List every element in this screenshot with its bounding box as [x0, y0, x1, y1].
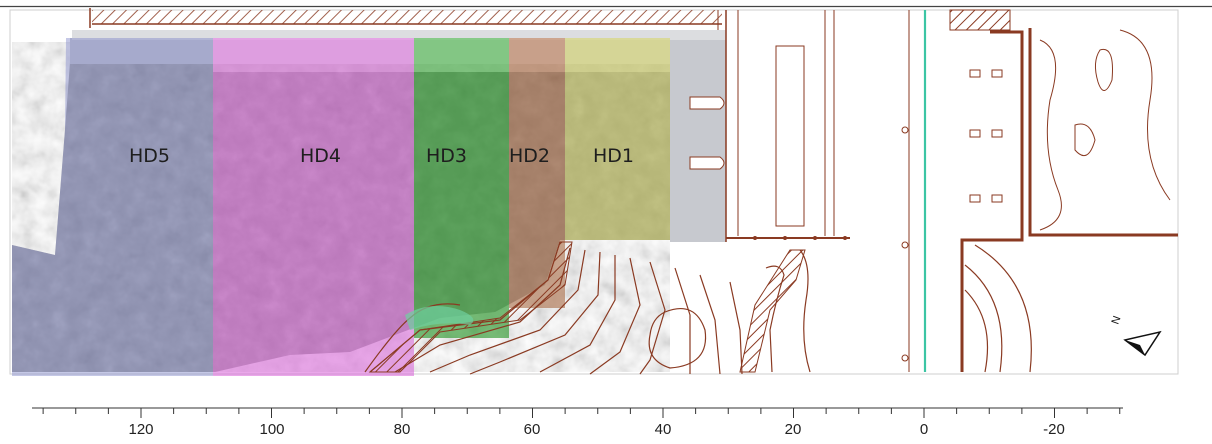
zone-label-hd3: HD3	[426, 145, 467, 167]
scale-label-20: 20	[785, 421, 802, 438]
zone-label-hd4: HD4	[300, 145, 341, 167]
zone-overlays	[12, 38, 670, 376]
zone-hd5	[12, 38, 213, 376]
scale-label-0: 0	[920, 421, 928, 438]
dam-crest	[89, 8, 722, 28]
zone-label-hd2: HD2	[509, 145, 550, 167]
north-arrow-icon: N	[1110, 314, 1162, 357]
zone-label-hd5: HD5	[129, 145, 170, 167]
scale-label-120: 120	[128, 421, 153, 438]
scale-label-neg20: -20	[1043, 421, 1065, 438]
scale-label-60: 60	[524, 421, 541, 438]
embankment-hatch	[368, 241, 573, 373]
zone-label-hd1: HD1	[593, 145, 634, 167]
north-arrow-letter: N	[1110, 314, 1124, 326]
zone-hd4	[213, 38, 414, 376]
right-structures	[949, 9, 1179, 374]
spillway-structures	[689, 10, 850, 242]
scale-label-100: 100	[259, 421, 284, 438]
scale-bar: 120 100 80 60 40 20 0 -20	[32, 407, 1123, 438]
scale-label-80: 80	[394, 421, 411, 438]
scale-label-40: 40	[655, 421, 672, 438]
zone-hd3	[414, 38, 509, 338]
